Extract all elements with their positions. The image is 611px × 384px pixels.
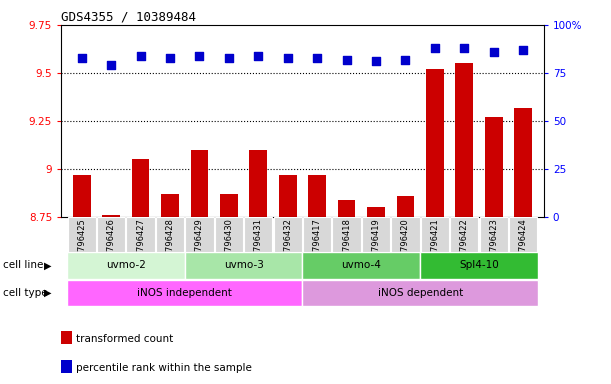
Bar [338,200,356,217]
Text: GSM796417: GSM796417 [313,218,321,269]
Bar [185,217,214,252]
Text: GSM796430: GSM796430 [224,218,233,269]
Bar [455,63,473,217]
Text: percentile rank within the sample: percentile rank within the sample [76,363,252,373]
Bar [67,280,302,306]
Bar [362,217,390,252]
Text: GSM796432: GSM796432 [284,218,292,269]
Point [489,49,499,55]
Text: iNOS independent: iNOS independent [137,288,232,298]
Text: GSM796424: GSM796424 [519,218,528,269]
Bar [274,217,302,252]
Point [77,55,87,61]
Point [165,55,175,61]
Bar [102,215,120,217]
Bar [303,217,331,252]
Bar [220,194,238,217]
Bar [302,252,420,279]
Text: GSM796421: GSM796421 [430,218,439,269]
Text: iNOS dependent: iNOS dependent [378,288,463,298]
Text: uvmo-3: uvmo-3 [224,260,263,270]
Point [342,56,351,63]
Text: ▶: ▶ [45,260,52,270]
Bar [244,217,273,252]
Bar [97,217,125,252]
Bar [367,207,385,217]
Bar [191,150,208,217]
Text: GSM796429: GSM796429 [195,218,204,269]
Bar [126,217,155,252]
Bar [391,217,420,252]
Bar [426,69,444,217]
Text: GSM796422: GSM796422 [460,218,469,269]
Bar [185,252,302,279]
Bar [161,194,179,217]
Point [371,58,381,65]
Bar [332,217,360,252]
Point [136,53,145,59]
Bar [397,196,414,217]
Bar [480,217,508,252]
Point [224,55,234,61]
Text: uvmo-2: uvmo-2 [106,260,146,270]
Bar [279,175,296,217]
Text: cell line: cell line [3,260,43,270]
Text: GSM796425: GSM796425 [77,218,86,269]
Text: ▶: ▶ [45,288,52,298]
Bar [68,217,96,252]
Text: GSM796418: GSM796418 [342,218,351,269]
Text: GSM796428: GSM796428 [166,218,175,269]
Text: GDS4355 / 10389484: GDS4355 / 10389484 [61,11,196,24]
Text: cell type: cell type [3,288,48,298]
Text: GSM796426: GSM796426 [107,218,115,269]
Text: GSM796427: GSM796427 [136,218,145,269]
Bar [450,217,478,252]
Bar [214,217,243,252]
Bar [514,108,532,217]
Bar [421,217,449,252]
Point [518,47,528,53]
Bar [420,252,538,279]
Point [312,55,322,61]
Point [283,55,293,61]
Bar [485,117,503,217]
Text: GSM796431: GSM796431 [254,218,263,269]
Text: GSM796420: GSM796420 [401,218,410,269]
Bar [309,175,326,217]
Point [194,53,204,59]
Point [401,56,411,63]
Text: uvmo-4: uvmo-4 [342,260,381,270]
Point [459,45,469,51]
Bar [249,150,267,217]
Text: GSM796423: GSM796423 [489,218,498,269]
Point [106,62,116,68]
Bar [73,175,90,217]
Bar [302,280,538,306]
Bar [67,252,185,279]
Text: transformed count: transformed count [76,334,174,344]
Bar [156,217,184,252]
Text: GSM796419: GSM796419 [371,218,381,269]
Bar [132,159,150,217]
Point [254,53,263,59]
Point [430,45,440,51]
Bar [509,217,537,252]
Text: Spl4-10: Spl4-10 [459,260,499,270]
